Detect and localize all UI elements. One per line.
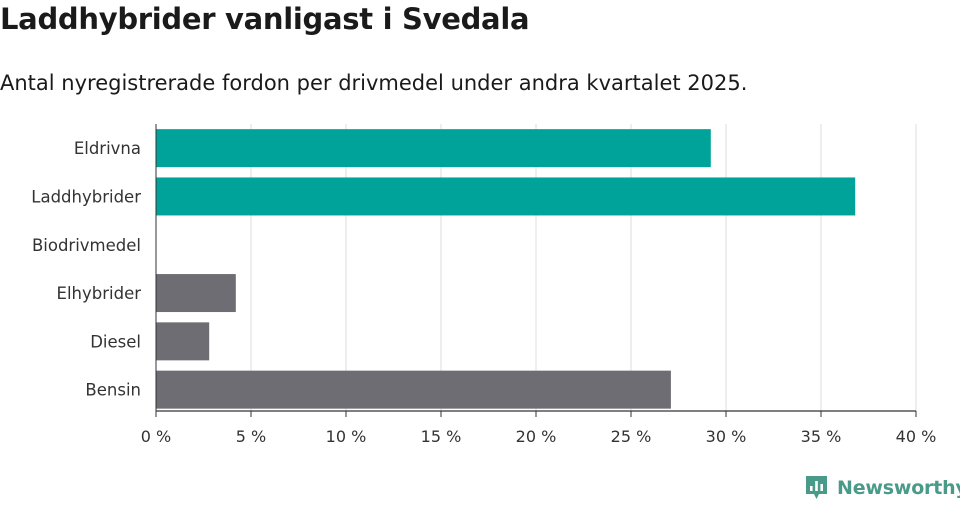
x-tick-label: 35 % [801, 427, 842, 446]
category-label: Biodrivmedel [32, 236, 141, 255]
bar-diesel [156, 322, 210, 361]
category-label: Bensin [85, 381, 141, 400]
x-tick-label: 5 % [236, 427, 266, 446]
brand-name: Newsworthy [837, 476, 960, 499]
x-tick-label: 40 % [896, 427, 937, 446]
category-label: Eldrivna [74, 139, 141, 158]
bar-eldrivna [156, 129, 711, 168]
bar-laddhybrider [156, 177, 856, 216]
x-tick-label: 10 % [326, 427, 367, 446]
chart-subtitle: Antal nyregistrerade fordon per drivmede… [0, 71, 748, 95]
chart-title: Laddhybrider vanligast i Svedala [0, 2, 530, 36]
category-label: Diesel [90, 332, 141, 351]
newsworthy-logo-icon [806, 476, 827, 499]
newsworthy-brand: Newsworthy [804, 474, 960, 501]
gridlines [250, 124, 917, 411]
x-tick-label: 30 % [706, 427, 747, 446]
x-tick-label: 0 % [141, 427, 171, 446]
bar-bensin [156, 370, 671, 409]
bar-elhybrider [156, 274, 236, 313]
x-axis: 0 % 5 % 10 % 15 % 20 % 25 % 30 % 35 % 40 % [141, 124, 937, 446]
category-label: Elhybrider [57, 284, 142, 303]
x-tick-label: 25 % [611, 427, 652, 446]
x-tick-label: 15 % [421, 427, 462, 446]
x-tick-label: 20 % [516, 427, 557, 446]
category-label: Laddhybrider [31, 187, 141, 206]
bars [156, 129, 856, 409]
category-labels: Eldrivna Laddhybrider Biodrivmedel Elhybrid… [31, 139, 141, 400]
